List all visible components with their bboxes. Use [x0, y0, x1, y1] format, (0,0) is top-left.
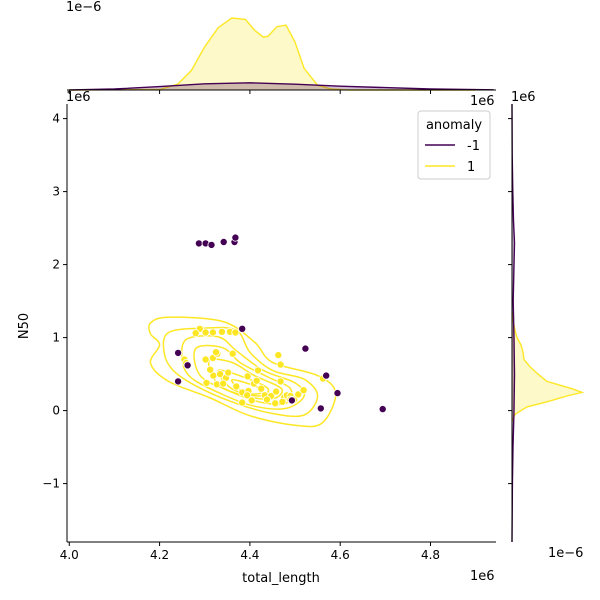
- point-neg1-12: [333, 389, 342, 398]
- point-pos1-1: [201, 328, 210, 337]
- point-neg1-7: [174, 348, 183, 357]
- point-pos1-39: [299, 386, 308, 395]
- point-neg1-11: [322, 371, 331, 380]
- legend-label-1: 1: [467, 160, 475, 175]
- point-neg1-2: [207, 240, 216, 249]
- point-neg1-15: [287, 396, 296, 405]
- kde-contour-0: [148, 316, 337, 428]
- y-axis-ticks: −1 0 1 2 3 4: [42, 112, 67, 491]
- point-neg1-5: [231, 233, 240, 242]
- point-pos1-2: [208, 328, 217, 337]
- marginal-x-offset-label: 1e−6: [66, 0, 101, 15]
- marginal-y-line-neg1: [511, 103, 516, 543]
- point-pos1-3: [217, 327, 226, 336]
- point-pos1-32: [276, 360, 285, 369]
- point-pos1-33: [276, 377, 285, 386]
- x-tick-label-0: 4.0: [60, 548, 79, 562]
- marginal-y-offset-label: 1e−6: [548, 546, 583, 561]
- point-neg1-8: [174, 377, 183, 386]
- joint-axes: 4.0 4.2 4.4 4.6 4.8 −1 0 1 2 3 4: [42, 104, 496, 562]
- legend-title: anomaly: [426, 118, 482, 133]
- kde-contour-2: [180, 334, 306, 410]
- point-neg1-6: [238, 324, 247, 333]
- y-tick-label-2: 1: [52, 331, 60, 345]
- marginal-x-density: [67, 17, 496, 94]
- x-axis-label: total_length: [242, 571, 320, 586]
- point-pos1-27: [257, 384, 266, 393]
- point-neg1-14: [378, 405, 387, 414]
- point-pos1-22: [243, 372, 252, 381]
- point-pos1-15: [216, 370, 225, 379]
- y-tick-label-0: −1: [42, 477, 60, 491]
- x-offset-label: 1e6: [470, 569, 495, 584]
- point-pos1-12: [228, 349, 237, 358]
- point-pos1-25: [252, 376, 261, 385]
- point-neg1-9: [183, 361, 192, 370]
- point-pos1-13: [202, 378, 211, 387]
- point-pos1-30: [272, 387, 281, 396]
- y-tick-label-1: 0: [52, 404, 60, 418]
- marginal-y-axis-offset-label: 1e6: [511, 90, 536, 105]
- point-pos1-38: [294, 390, 303, 399]
- scatter-points: [174, 233, 387, 414]
- point-pos1-20: [232, 382, 241, 391]
- point-neg1-0: [194, 239, 203, 248]
- x-tick-label-1: 4.2: [150, 548, 169, 562]
- kde-contours: [148, 316, 337, 428]
- marginal-x-line-neg1: [69, 82, 494, 91]
- marginal-x-line-pos1: [69, 17, 476, 91]
- y-axis-label: N50: [17, 313, 32, 339]
- point-neg1-13: [316, 404, 325, 413]
- marginal-y-fill-pos1: [512, 312, 582, 422]
- point-pos1-48: [211, 348, 220, 357]
- axes-frame: [66, 104, 496, 543]
- point-pos1-44: [262, 395, 271, 404]
- y-offset-label: 1e6: [66, 90, 91, 105]
- point-pos1-26: [253, 366, 262, 375]
- point-pos1-9: [201, 355, 210, 364]
- legend: anomaly -1 1: [417, 110, 491, 180]
- point-pos1-19: [224, 368, 233, 377]
- point-pos1-18: [219, 379, 228, 388]
- point-pos1-42: [243, 391, 252, 400]
- point-pos1-5: [231, 328, 240, 337]
- marginal-y-density: [508, 103, 585, 543]
- point-pos1-31: [274, 351, 283, 360]
- point-pos1-49: [206, 365, 215, 374]
- y-tick-label-4: 3: [52, 185, 60, 199]
- marginal-x-fill-pos1: [69, 18, 476, 90]
- point-neg1-10: [301, 344, 310, 353]
- x-tick-label-3: 4.6: [331, 548, 350, 562]
- marginal-y-line-pos1: [511, 311, 585, 422]
- legend-label-neg1: -1: [467, 139, 480, 154]
- point-neg1-3: [219, 237, 228, 246]
- point-pos1-6: [191, 329, 200, 338]
- point-pos1-41: [238, 398, 247, 407]
- x-tick-label-4: 4.8: [421, 548, 440, 562]
- y-tick-label-3: 2: [52, 258, 60, 272]
- y-tick-label-5: 4: [52, 112, 60, 126]
- point-pos1-43: [247, 396, 256, 405]
- point-pos1-46: [278, 397, 287, 406]
- x-tick-label-2: 4.4: [240, 548, 259, 562]
- point-pos1-45: [271, 399, 280, 408]
- x-axis-ticks: 4.0 4.2 4.4 4.6 4.8: [60, 542, 440, 562]
- marginal-x-axis-offset-label: 1e6: [470, 94, 495, 109]
